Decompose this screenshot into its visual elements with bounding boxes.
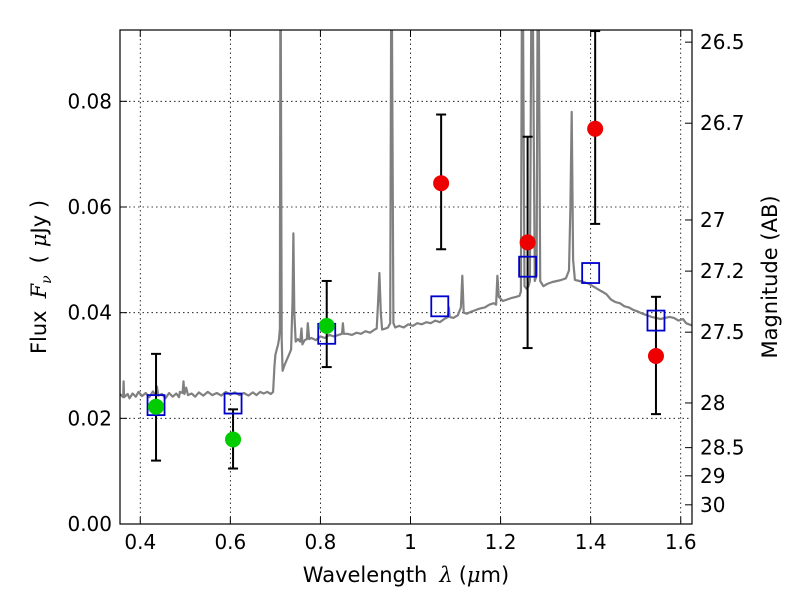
x-axis-label-symbol: λ bbox=[438, 563, 452, 587]
spectrum-line bbox=[120, 30, 692, 400]
right-tick-label: 29 bbox=[700, 464, 725, 488]
y-axis-label-unit-open: ( bbox=[27, 255, 51, 263]
x-tick-label: 1 bbox=[404, 530, 417, 554]
y-axis-ticks: 0.00 0.02 0.04 0.06 0.08 bbox=[67, 89, 127, 536]
model-photometry-box bbox=[146, 394, 166, 417]
y-tick-label: 0.04 bbox=[67, 301, 112, 325]
model-photometry-box bbox=[581, 262, 601, 284]
x-tick-label: 0.6 bbox=[214, 530, 246, 554]
model-photometry-box bbox=[518, 255, 538, 278]
observed-photometry-markers bbox=[148, 120, 664, 448]
right-tick-label: 27 bbox=[700, 208, 725, 232]
y-tick-label: 0.06 bbox=[67, 195, 112, 219]
y-axis-label-symbol: F bbox=[27, 282, 51, 299]
observed-photometry-point bbox=[587, 120, 604, 137]
y-axis-label-unit-mu: μ bbox=[27, 233, 51, 247]
right-tick-label: 26.7 bbox=[700, 111, 745, 135]
plot-frame bbox=[119, 29, 693, 525]
right-tick-label: 26.5 bbox=[700, 30, 745, 54]
plot-area bbox=[120, 30, 692, 470]
x-axis-label-unit-mu: μ bbox=[467, 563, 481, 587]
x-axis-label-unit-open: ( bbox=[459, 563, 467, 587]
x-tick-label: 0.8 bbox=[305, 530, 337, 554]
x-tick-label: 1.4 bbox=[575, 530, 607, 554]
y-tick-label: 0.00 bbox=[67, 512, 112, 536]
right-tick-label: 27.5 bbox=[700, 320, 745, 344]
model-photometry-box bbox=[430, 295, 450, 318]
y-axis-label-prefix: Flux bbox=[27, 310, 51, 354]
observed-photometry-point bbox=[647, 347, 664, 364]
x-axis-label: Wavelength λ (μm) bbox=[303, 563, 509, 587]
x-axis-label-unit-rest: m) bbox=[481, 563, 510, 587]
right-tick-label: 28.5 bbox=[700, 436, 745, 460]
model-photometry-box bbox=[646, 309, 666, 332]
right-tick-label: 30 bbox=[700, 493, 725, 517]
right-axis-ticks: 26.5 26.7 27 27.2 27.5 28 28.5 29 30 bbox=[685, 30, 745, 517]
y-tick-label: 0.02 bbox=[67, 406, 112, 430]
y-axis-label-left: Flux Fν ( μJy ) bbox=[27, 200, 55, 354]
y-tick-label: 0.08 bbox=[67, 89, 112, 113]
observed-photometry-point bbox=[433, 175, 450, 192]
x-tick-label: 1.2 bbox=[485, 530, 517, 554]
observed-photometry-point bbox=[519, 234, 536, 251]
y-axis-label-sub: ν bbox=[39, 275, 55, 284]
observed-photometry-point bbox=[318, 317, 335, 334]
right-tick-label: 27.2 bbox=[700, 259, 745, 283]
observed-photometry-point bbox=[225, 431, 242, 448]
observed-photometry-point bbox=[148, 398, 165, 415]
y-axis-label-unit-rest: Jy ) bbox=[27, 200, 51, 236]
y-axis-label-right: Magnitude (AB) bbox=[758, 195, 782, 358]
right-tick-label: 28 bbox=[700, 391, 725, 415]
x-axis-ticks: 0.4 0.6 0.8 1 1.2 1.4 1.6 bbox=[124, 30, 697, 554]
model-photometry-box bbox=[223, 392, 243, 415]
x-axis-label-prefix: Wavelength bbox=[303, 563, 428, 587]
x-tick-label: 0.4 bbox=[124, 530, 156, 554]
x-tick-label: 1.6 bbox=[665, 530, 697, 554]
